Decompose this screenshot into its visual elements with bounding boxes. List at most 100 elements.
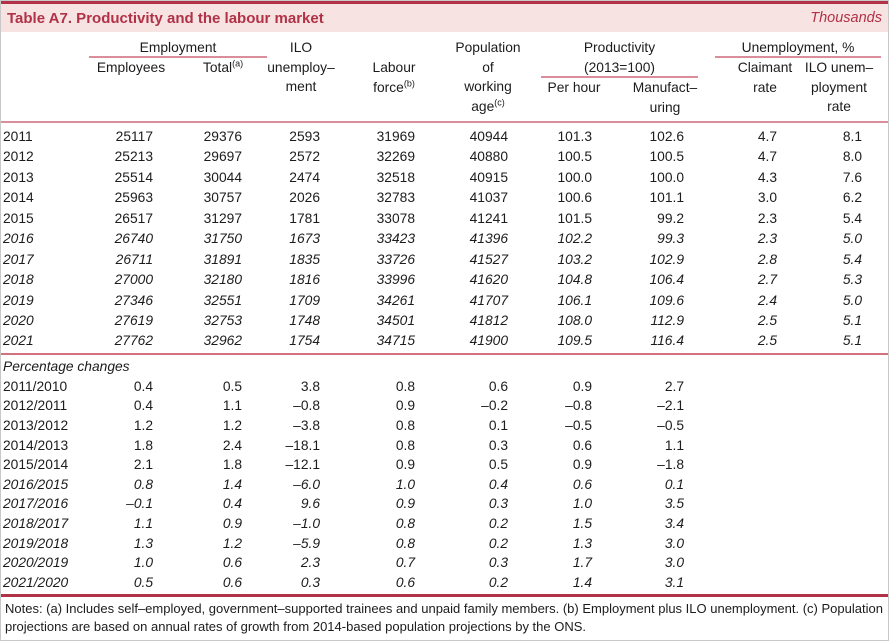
table-cell: [777, 416, 862, 436]
table-cell: 2026: [289, 190, 320, 206]
table-cell: 5.3: [842, 272, 862, 288]
table-cell: 41812: [469, 312, 508, 328]
table-cell: 1.3: [572, 535, 592, 551]
footnote-marker-c: (c): [494, 97, 505, 108]
table-cell: [777, 396, 862, 416]
table-cell: 0.4: [222, 496, 242, 512]
table-cell: 100.0: [557, 169, 592, 185]
table-cell: 3.0: [757, 190, 777, 206]
table-cell: 1.1: [222, 398, 242, 414]
table-row: 2011 25117 29376 2593 31969 40944 101.3 102.6 4.…: [1, 127, 862, 147]
table-cell: 104.8: [557, 272, 592, 288]
percentage-changes-section: 2011/2010 0.4 0.5 3.8 0.8 0.6 0.9 2.7 2012/2011 0…: [1, 377, 888, 593]
table-cell: 32962: [203, 333, 242, 349]
table-row: 2019 27346 32551 1709 34261 41707 106.1 109.6 2.…: [1, 291, 862, 311]
table-cell: 29376: [203, 129, 242, 144]
table-title: Table A7. Productivity and the labour ma…: [7, 9, 324, 27]
table-cell: 3.0: [664, 555, 684, 571]
header-population-working-age: Population of working age(c): [455, 40, 521, 115]
row-label: 2016/2015: [3, 476, 69, 492]
table-cell: 26517: [114, 210, 153, 226]
table-row: 2012 25213 29697 2572 32269 40880 100.5 100.5 4.…: [1, 147, 862, 167]
table-cell: 2.4: [222, 437, 242, 453]
header-claimant-rate: Claimant rate: [737, 60, 793, 95]
table-cell: [684, 436, 777, 456]
header-unemployment-pct-group: Unemployment, %: [741, 40, 855, 55]
table-cell: 106.1: [557, 292, 592, 308]
table-cell: –0.5: [657, 418, 684, 433]
table-cell: 100.6: [557, 190, 592, 206]
table-cell: 0.6: [395, 574, 415, 590]
table-cell: 33726: [376, 251, 415, 267]
table-row: 2012/2011 0.4 1.1 –0.8 0.9 –0.2 –0.8 –2.1: [1, 396, 860, 416]
table-cell: 0.6: [572, 437, 592, 453]
levels-section: 2011 25117 29376 2593 31969 40944 101.3 102.6 4.…: [1, 123, 888, 352]
table-cell: 2572: [289, 149, 320, 165]
table-row: 2021 27762 32962 1754 34715 41900 109.5 116.4 2.…: [1, 331, 862, 351]
table-cell: 0.2: [488, 535, 508, 551]
table-cell: 1.2: [222, 418, 242, 433]
row-label: 2015: [3, 210, 34, 226]
table-cell: 25963: [114, 190, 153, 206]
table-cell: 109.5: [557, 333, 592, 349]
table-cell: 3.1: [664, 574, 684, 590]
table-cell: 100.5: [557, 149, 592, 165]
table-row: 2013 25514 30044 2474 32518 40915 100.0 100.0 4.…: [1, 168, 862, 188]
table-cell: 32551: [203, 292, 242, 308]
table-row: 2020 27619 32753 1748 34501 41812 108.0 112.9 2.…: [1, 311, 862, 331]
row-label: 2011/2010: [3, 378, 68, 394]
row-label: 2017: [3, 251, 34, 267]
table-cell: 32180: [203, 272, 242, 288]
table-cell: 32753: [203, 312, 242, 328]
table-cell: 29697: [203, 149, 242, 165]
table-row: 2014 25963 30757 2026 32783 41037 100.6 101.1 3.…: [1, 188, 862, 208]
table-cell: 0.6: [572, 476, 592, 492]
table-cell: –0.5: [565, 418, 592, 433]
table-cell: [777, 553, 862, 573]
table-cell: 0.5: [222, 378, 242, 394]
table-cell: 8.1: [842, 129, 862, 144]
header-per-hour: Per hour: [547, 80, 601, 95]
table-cell: [777, 573, 862, 593]
table-row: 2013/2012 1.2 1.2 –3.8 0.8 0.1 –0.5 –0.5: [1, 416, 860, 436]
table-cell: 3.5: [664, 496, 684, 512]
table-cell: 30044: [203, 169, 242, 185]
table-cell: –0.8: [565, 398, 592, 414]
table-cell: 0.2: [488, 574, 508, 590]
table-cell: [684, 396, 777, 416]
row-label: 2016: [3, 231, 34, 247]
table-cell: –12.1: [285, 457, 320, 473]
table-notes: Notes: (a) Includes self–employed, gover…: [5, 601, 883, 635]
table-cell: 7.6: [842, 169, 862, 185]
table-cell: 3.4: [664, 515, 684, 531]
table-cell: 2593: [289, 129, 320, 144]
table-cell: 32783: [376, 190, 415, 206]
section-label-percentage-changes: Percentage changes: [3, 358, 130, 374]
table-cell: 2.8: [757, 251, 777, 267]
table-row: 2014/2013 1.8 2.4 –18.1 0.8 0.3 0.6 1.1: [1, 436, 860, 456]
table-row: 2018 27000 32180 1816 33996 41620 104.8 106.4 2.…: [1, 270, 862, 290]
unit-label: Thousands: [810, 10, 882, 26]
header-ilo-unemployment: ILO unemploy– ment: [267, 40, 335, 95]
table-cell: 2.4: [757, 292, 777, 308]
table-cell: 30757: [203, 190, 242, 206]
row-label: 2018: [3, 272, 34, 288]
table-cell: 9.6: [300, 496, 320, 512]
table-cell: 27619: [114, 312, 153, 328]
table-cell: 0.9: [572, 378, 592, 394]
table-row: 2015 26517 31297 1781 33078 41241 101.5 99.2 2.3…: [1, 209, 862, 229]
table-cell: 32269: [376, 149, 415, 165]
table-cell: 101.1: [649, 190, 684, 206]
table-cell: 0.6: [222, 555, 242, 571]
table-cell: 108.0: [557, 312, 592, 328]
table-cell: 5.4: [842, 210, 862, 226]
table-cell: [684, 494, 777, 514]
table-cell: [684, 534, 777, 554]
table-cell: 2.3: [757, 231, 777, 247]
row-label: 2013/2012: [3, 418, 69, 433]
table-cell: 40915: [469, 169, 508, 185]
table-cell: 4.7: [757, 149, 777, 165]
table-cell: [777, 534, 862, 554]
table-cell: 0.5: [133, 574, 153, 590]
